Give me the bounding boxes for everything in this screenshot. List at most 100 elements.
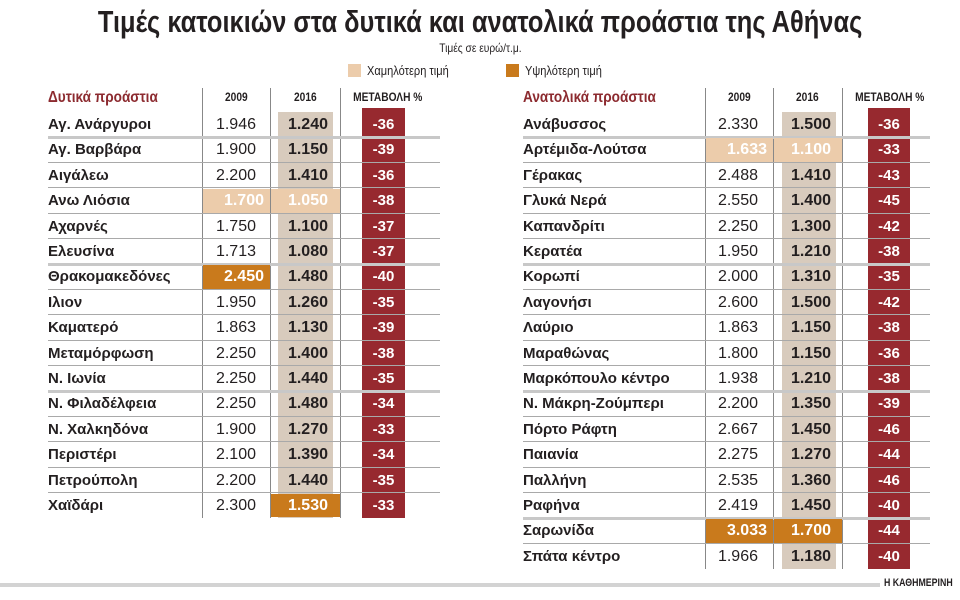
value-2009: 1.950 [717, 243, 758, 260]
row-divider [523, 136, 930, 140]
value-change: -39 [372, 319, 395, 337]
column-divider [773, 88, 774, 570]
value-change: -35 [372, 471, 395, 489]
value-2016: 1.260 [287, 293, 328, 311]
value-2016: 1.700 [774, 519, 842, 543]
value-change: -33 [878, 141, 900, 159]
row-divider [48, 288, 440, 290]
value-change: -38 [878, 370, 900, 387]
row-divider [523, 161, 930, 163]
value-2016: 1.400 [287, 344, 328, 362]
value-2009: 2.000 [717, 268, 758, 286]
value-2009: 1.750 [215, 217, 256, 235]
value-2009: 2.250 [215, 344, 256, 362]
value-2009: 2.250 [717, 217, 758, 235]
row-divider [48, 136, 440, 140]
value-2016: 1.100 [774, 138, 842, 162]
value-2009: 2.200 [717, 395, 758, 413]
value-2009: 1.713 [215, 243, 256, 260]
chart-subtitle-text: Τιμές σε ευρώ/τ.μ. [438, 41, 522, 55]
value-2016: 1.150 [790, 319, 831, 337]
column-header-text: 2016 [293, 90, 317, 104]
value-2009: 1.938 [717, 370, 758, 387]
column-header-text: 2009 [224, 90, 248, 104]
value-2009: 2.275 [717, 446, 758, 464]
value-change: -37 [372, 217, 395, 235]
value-change: -40 [878, 497, 900, 514]
row-divider [48, 187, 440, 189]
legend-item-lowest: Χαμηλότερη τιμή [348, 63, 463, 78]
value-2016: 1.530 [271, 494, 340, 518]
row-name: Χαϊδάρι [48, 497, 104, 514]
chart-subtitle: Τιμές σε ευρώ/τ.μ. [0, 41, 960, 55]
value-2009: 1.966 [717, 547, 758, 565]
row-name: Καπανδρίτι [523, 217, 605, 235]
row-divider [523, 263, 930, 267]
row-divider [48, 466, 440, 468]
value-change: -38 [878, 319, 900, 337]
row-divider [523, 288, 930, 290]
row-name: Ν. Χαλκηδόνα [48, 420, 149, 438]
row-name: Αιγάλεω [48, 166, 109, 184]
value-2016: 1.410 [287, 166, 328, 184]
row-name: Ν. Ιωνία [48, 370, 106, 387]
value-change: -38 [372, 344, 395, 362]
value-2016: 1.350 [790, 395, 831, 413]
row-name: Πετρούπολη [48, 471, 138, 489]
value-change: -38 [372, 192, 395, 210]
row-divider [523, 238, 930, 239]
column-header: 2009 [202, 90, 270, 104]
row-divider [523, 390, 930, 394]
value-change: -40 [878, 547, 900, 565]
value-2009: 2.488 [717, 166, 758, 184]
value-2016: 1.450 [790, 420, 831, 438]
value-2009: 1.863 [215, 319, 256, 337]
column-2016-band [278, 112, 333, 519]
row-name: Θρακομακεδόνες [48, 268, 171, 286]
row-divider [48, 365, 440, 366]
row-name: Μαρκόπουλο κέντρο [523, 370, 670, 387]
value-change: -36 [878, 116, 900, 133]
value-2009: 2.200 [215, 166, 256, 184]
value-change: -40 [372, 268, 395, 286]
row-name: Σπάτα κέντρο [523, 547, 621, 565]
value-2016: 1.360 [790, 471, 831, 489]
value-2016: 1.480 [287, 268, 328, 286]
row-divider [48, 492, 440, 493]
value-change: -43 [878, 166, 900, 184]
value-2016: 1.270 [790, 446, 831, 464]
value-change: -46 [878, 471, 900, 489]
value-2009: 1.700 [203, 189, 270, 213]
row-name: Ν. Φιλαδέλφεια [48, 395, 157, 413]
value-2016: 1.050 [271, 189, 340, 213]
row-divider [48, 339, 440, 341]
value-change: -33 [372, 420, 395, 438]
value-change: -33 [372, 497, 395, 514]
row-divider [523, 187, 930, 189]
column-header: ΜΕΤΑΒΟΛΗ % [340, 90, 435, 104]
column-header: 2016 [270, 90, 340, 104]
value-2009: 1.800 [717, 344, 758, 362]
value-change: -44 [878, 522, 900, 540]
value-2016: 1.100 [287, 217, 328, 235]
row-name: Μαραθώνας [523, 344, 610, 362]
row-name: Ραφήνα [523, 497, 580, 514]
row-name: Αγ. Ανάργυροι [48, 116, 152, 133]
row-name: Παλλήνη [523, 471, 587, 489]
value-2009: 1.900 [215, 420, 256, 438]
row-name: Ελευσίνα [48, 243, 115, 260]
value-2016: 1.080 [287, 243, 328, 260]
value-2016: 1.270 [287, 420, 328, 438]
row-divider [48, 390, 440, 394]
row-divider [523, 466, 930, 468]
row-name: Κερατέα [523, 243, 583, 260]
value-change: -42 [878, 293, 900, 311]
chart-title-text: Τιμές κατοικιών στα δυτικά και ανατολικά… [97, 4, 863, 39]
row-name: Παιανία [523, 446, 579, 464]
footer-divider [0, 583, 880, 587]
row-name: Σαρωνίδα [523, 522, 595, 540]
column-divider [202, 88, 203, 519]
row-divider [523, 542, 930, 544]
value-change: -36 [878, 344, 900, 362]
column-header-text: ΜΕΤΑΒΟΛΗ % [352, 90, 423, 104]
